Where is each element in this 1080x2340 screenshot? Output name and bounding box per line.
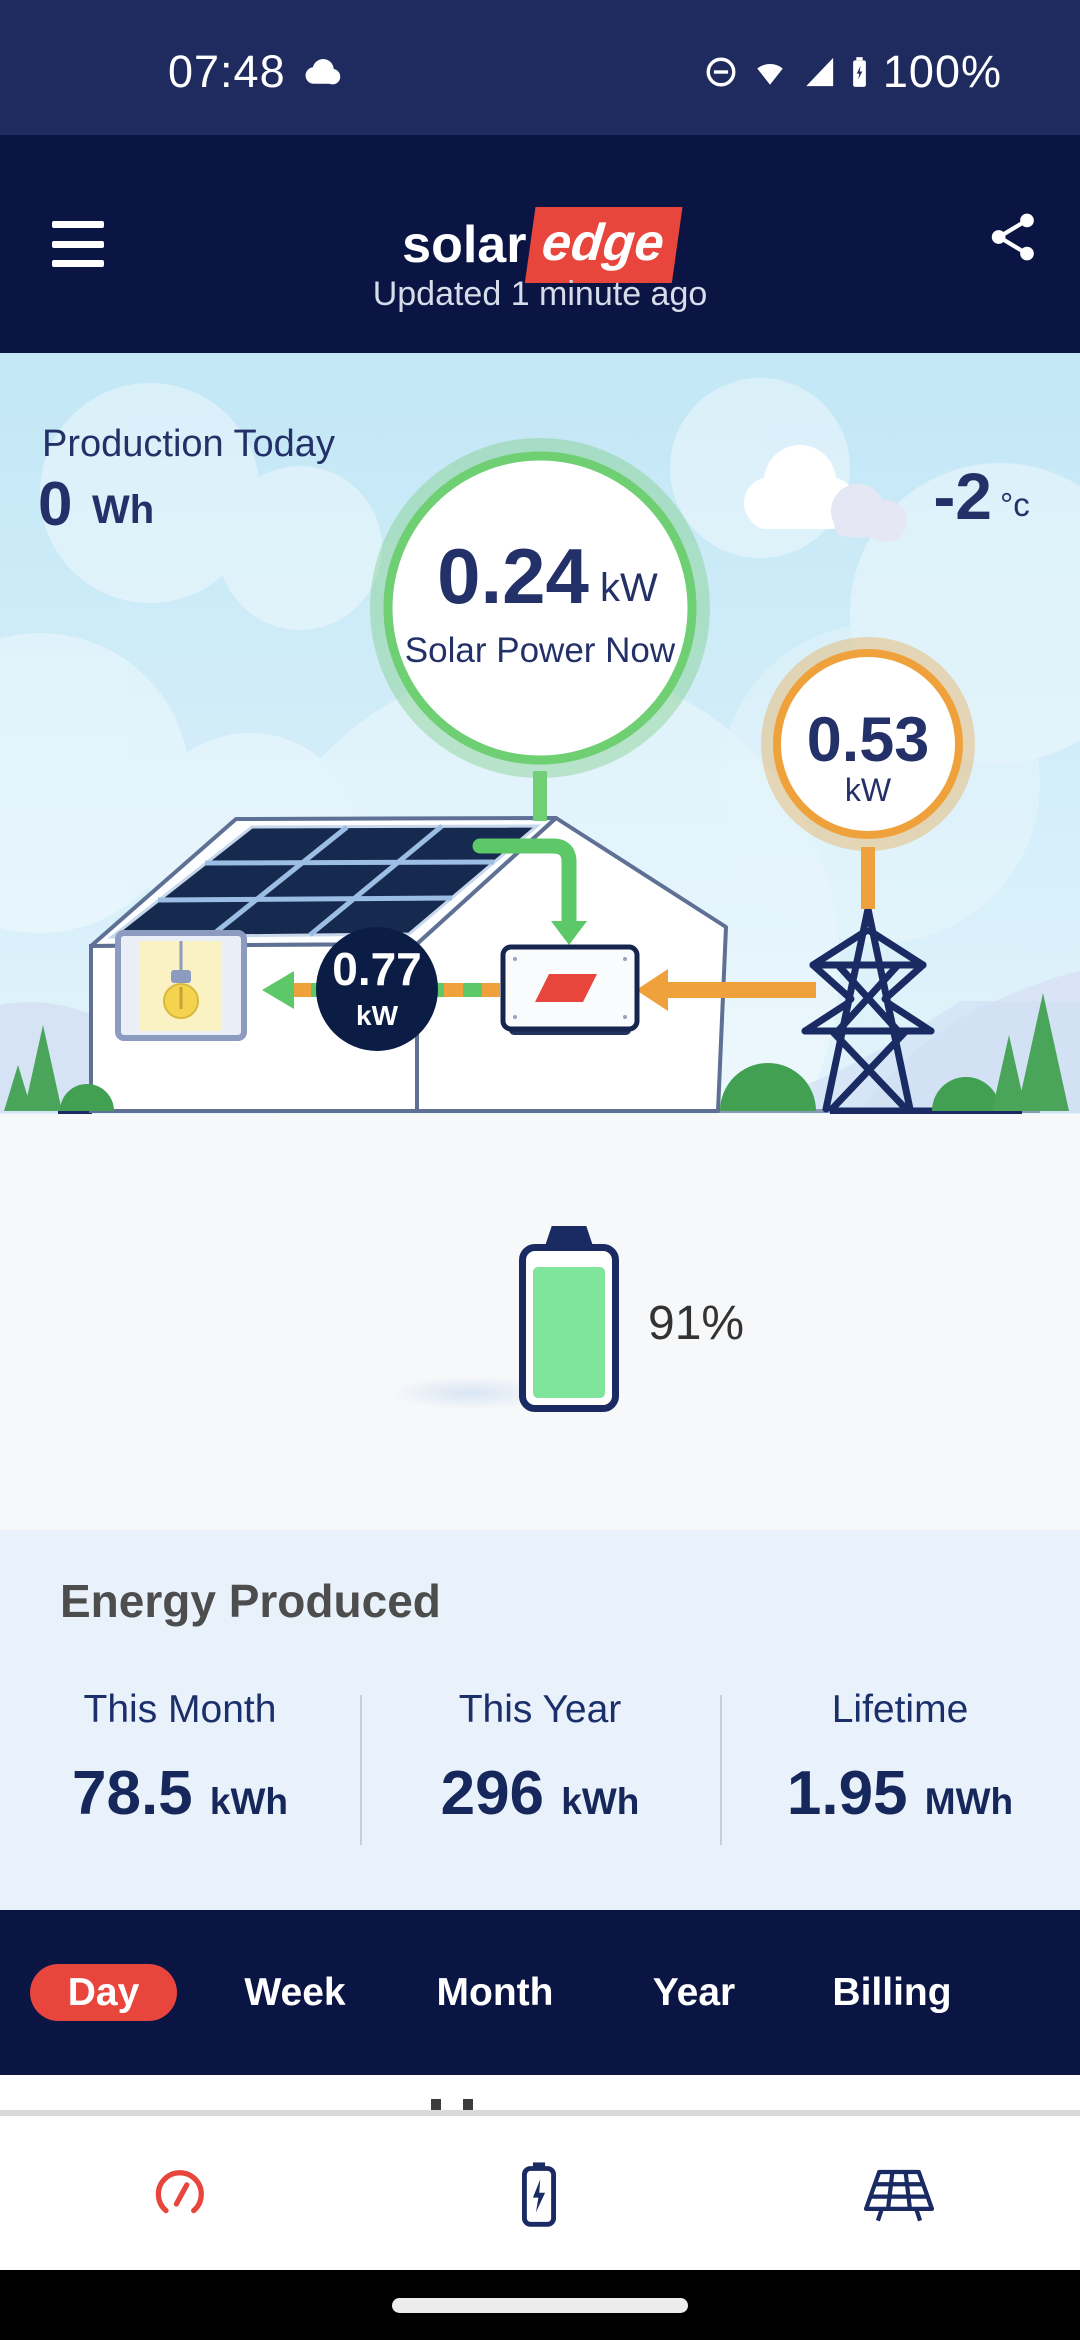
speedometer-icon	[155, 2170, 204, 2214]
gesture-bar[interactable]	[392, 2298, 688, 2313]
inverter-logo-mark	[535, 974, 597, 1002]
solar-production-arrow	[472, 838, 587, 945]
column-divider	[720, 1695, 722, 1845]
power-grid-tower	[801, 905, 935, 1113]
temperature-unit: °c	[1000, 486, 1030, 523]
solaredge-logo: solar edge	[402, 207, 684, 283]
inverter	[500, 944, 640, 1035]
clipped-text-fragment	[431, 2099, 441, 2110]
production-today-value: 0	[38, 470, 72, 539]
column-divider	[360, 1695, 362, 1845]
home-power-unit: kW	[356, 1000, 399, 1031]
do-not-disturb-icon	[706, 57, 736, 87]
nav-solar-panel-button[interactable]	[862, 2168, 936, 2231]
grid-power-unit: kW	[845, 772, 892, 808]
grid-power-bubble: 0.53 kW	[761, 637, 975, 909]
tab-month[interactable]: Month	[436, 1971, 554, 2014]
last-updated-status: Updated 1 minute ago	[372, 275, 708, 313]
grid-import-arrow	[636, 969, 816, 1011]
clipped-text-fragment	[463, 2099, 473, 2110]
status-bar: 07:48 100%	[0, 0, 1080, 135]
stat-this-year: This Year 296 kWh	[440, 1688, 640, 1828]
solar-power-label: Solar Power Now	[405, 631, 676, 670]
tab-day[interactable]: Day	[30, 1964, 177, 2021]
tab-week[interactable]: Week	[244, 1971, 346, 2014]
energy-flow-illustration: Production Today 0 Wh -2 °c 0.24 kW Sola…	[0, 353, 1080, 1263]
home-consumption-badge: 0.77 kW	[316, 927, 438, 1051]
nav-battery-button[interactable]	[518, 2160, 560, 2233]
tab-year[interactable]: Year	[652, 1971, 736, 2014]
battery-icon	[522, 2162, 556, 2227]
nav-dashboard-button[interactable]	[146, 2164, 216, 2227]
clock: 07:48	[168, 46, 286, 97]
chart-area-clipped	[0, 2075, 1080, 2110]
wifi-icon	[757, 64, 783, 85]
logo-text-edge: edge	[539, 214, 668, 272]
logo-red-box: edge	[525, 207, 684, 283]
share-icon[interactable]	[988, 211, 1040, 268]
battery-cap	[545, 1226, 593, 1246]
bottom-sheet-divider	[0, 2110, 1080, 2116]
logo-text-solar: solar	[402, 216, 527, 274]
stat-this-month: This Month 78.5 kWh	[71, 1688, 288, 1828]
solar-panel-icon	[863, 2169, 935, 2222]
battery-charging-icon	[853, 57, 866, 87]
menu-icon[interactable]	[52, 221, 104, 267]
solar-power-bubble: 0.24 kW Solar Power Now	[370, 438, 710, 821]
cellular-signal-icon	[806, 57, 834, 87]
battery-status-section: 91%	[0, 1114, 1080, 1530]
home-power-value: 0.77	[332, 943, 422, 995]
stat-lifetime: Lifetime 1.95 MWh	[786, 1688, 1014, 1828]
battery-charge-label: 91%	[648, 1297, 745, 1350]
cloud-icon	[305, 59, 340, 85]
solar-power-value: 0.24	[437, 532, 589, 620]
bottom-navigation	[0, 2116, 1080, 2270]
weather-cloud-icon	[744, 445, 907, 542]
app-bar: solar edge Updated 1 minute ago	[0, 135, 1080, 353]
production-today-label: Production Today	[42, 423, 335, 465]
period-tab-bar: Day Week Month Year Billing	[0, 1910, 1080, 2075]
solar-power-unit: kW	[600, 566, 658, 610]
tab-billing[interactable]: Billing	[832, 1971, 952, 2014]
grid-power-value: 0.53	[807, 705, 930, 775]
battery-fill	[533, 1267, 605, 1398]
production-today-unit: Wh	[92, 488, 154, 532]
section-title: Energy Produced	[60, 1575, 441, 1627]
battery-level-icon	[519, 1244, 619, 1412]
system-navigation-bar	[0, 2270, 1080, 2340]
house-window	[115, 930, 247, 1041]
energy-produced-section: Energy Produced This Month 78.5 kWh This…	[0, 1530, 1080, 1910]
trees-and-bushes	[4, 993, 1069, 1111]
bulb-cap	[171, 970, 191, 983]
rooftop-solar-panel	[107, 824, 542, 939]
battery-percent-label: 100%	[882, 46, 1002, 97]
temperature-value: -2	[933, 459, 992, 533]
